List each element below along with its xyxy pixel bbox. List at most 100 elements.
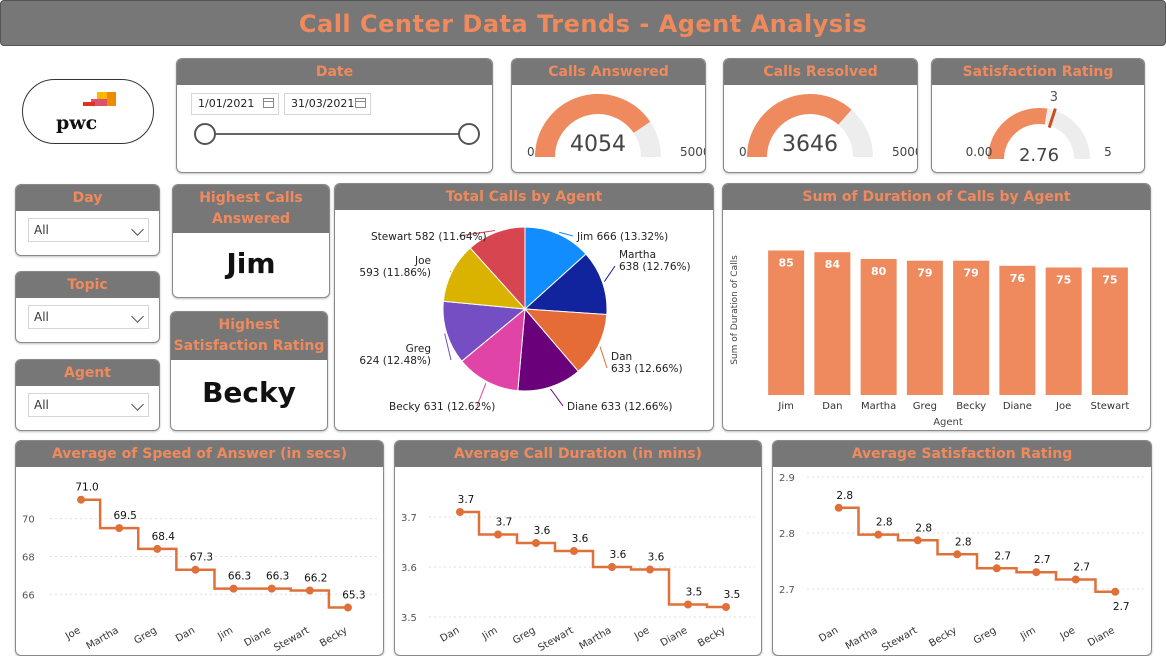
series-line — [81, 498, 348, 609]
agent-slicer: Agent All — [15, 359, 160, 431]
gauge-max-label: 5 — [1104, 145, 1112, 159]
gauge-min-label: 0 — [527, 145, 535, 159]
pie-chart-title: Total Calls by Agent — [335, 184, 713, 210]
title-bar: Call Center Data Trends - Agent Analysis — [0, 0, 1166, 46]
satisfaction-rating-chart: 2.7 2.8 2.9 2.8 Dan 2.8 Martha 2.8 Stewart 2.8 Bec… — [779, 473, 1145, 654]
data-label: 2.8 — [836, 490, 853, 502]
data-label: 67.3 — [190, 552, 213, 564]
pie-label: 593 (11.86%) — [359, 267, 431, 279]
end-date-input[interactable]: 31/03/2021 — [284, 93, 371, 115]
total-calls-by-agent-card: Total Calls by Agent Jim 666 (13.32%) Mar… — [334, 183, 714, 431]
x-tick-label: Diane — [1086, 625, 1117, 649]
pie-label: Becky 631 (12.62%) — [389, 401, 495, 413]
x-tick-label: Jim — [1018, 625, 1038, 643]
end-date-handle[interactable] — [458, 123, 480, 145]
bar-data-label: 85 — [778, 257, 793, 270]
pie-slice — [442, 247, 527, 310]
data-label: 2.7 — [994, 550, 1011, 562]
x-tick-label: Diane — [659, 625, 690, 649]
pwc-logo-mark — [83, 92, 116, 106]
pie-leader-line — [550, 388, 564, 407]
highest-calls-value: Jim — [226, 247, 276, 280]
pie-label: Joe — [414, 255, 431, 267]
start-date-handle[interactable] — [194, 123, 216, 145]
topic-dropdown[interactable]: All — [28, 305, 149, 329]
y-tick-label: 2.9 — [779, 473, 795, 484]
bar — [999, 265, 1036, 395]
pie-slice — [517, 307, 579, 392]
data-point — [834, 503, 843, 512]
bar-data-label: 80 — [871, 265, 887, 278]
day-slicer: Day All — [15, 184, 160, 256]
x-tick-label: Joe — [1058, 625, 1078, 643]
y-tick-label: 3.7 — [401, 513, 417, 524]
pie-slice — [523, 253, 608, 316]
speed-of-answer-chart: 66 68 70 71.0 Joe 69.5 Martha 68.4 Greg 67.3 Dan 66… — [22, 482, 377, 654]
day-slicer-title: Day — [16, 185, 159, 211]
pie-leader-line — [449, 270, 452, 273]
x-tick-label: Greg — [511, 625, 537, 647]
gauge-fill — [988, 108, 1048, 160]
calendar-icon[interactable] — [263, 98, 274, 108]
bar-tick-label: Stewart — [1090, 401, 1129, 412]
pie-label: 638 (12.76%) — [619, 261, 691, 273]
chevron-down-icon[interactable] — [131, 223, 144, 236]
pie-label: Jim 666 (13.32%) — [576, 231, 668, 243]
gauge-target-label: 3 — [1050, 90, 1058, 105]
data-label: 3.7 — [458, 494, 475, 506]
chevron-down-icon[interactable] — [131, 398, 144, 411]
x-tick-label: Becky — [927, 625, 958, 649]
data-label: 2.7 — [1113, 601, 1130, 613]
speed-chart-title: Average of Speed of Answer (in secs) — [16, 441, 383, 467]
satisfaction-chart-title: Average Satisfaction Rating — [773, 441, 1151, 467]
x-tick-label: Jim — [215, 625, 235, 643]
bar-chart-title: Sum of Duration of Calls by Agent — [723, 184, 1150, 210]
data-point — [608, 563, 616, 571]
end-date-value: 31/03/2021 — [291, 97, 355, 110]
data-label: 66.3 — [228, 571, 251, 583]
bar-data-label: 75 — [1056, 274, 1071, 287]
agent-dropdown[interactable]: All — [28, 393, 149, 417]
topic-slicer: Topic All — [15, 271, 160, 343]
gauge-max-label: 5000 — [680, 145, 706, 159]
bar — [814, 252, 851, 395]
bar — [906, 260, 943, 395]
data-point — [570, 547, 578, 555]
chevron-down-icon[interactable] — [131, 310, 144, 323]
pie-label: 633 (12.66%) — [611, 363, 683, 375]
day-dropdown[interactable]: All — [28, 218, 149, 242]
start-date-input[interactable]: 1/01/2021 — [191, 93, 279, 115]
bar-chart: Sum of Duration of Calls Agent 85 Jim 84 Dan 8… — [730, 250, 1129, 428]
calls-answered-gauge: 4054 0 5000 — [527, 94, 706, 159]
y-tick-label: 70 — [22, 515, 35, 526]
y-tick-label: 2.7 — [779, 585, 795, 596]
x-tick-label: Jim — [480, 625, 500, 643]
pie-slice — [469, 226, 526, 311]
gauge-value: 3646 — [782, 132, 838, 157]
highest-satisfaction-value: Becky — [202, 376, 296, 409]
calendar-icon[interactable] — [355, 98, 366, 108]
data-label: 2.8 — [915, 522, 932, 534]
bar-data-label: 79 — [963, 267, 978, 280]
data-label: 71.0 — [75, 482, 98, 494]
bar-data-label: 79 — [917, 267, 932, 280]
data-point — [115, 524, 124, 533]
gauge-target-marker — [1047, 108, 1057, 129]
bar-tick-label: Joe — [1055, 401, 1071, 412]
highest-calls-title: Highest Calls Answered — [173, 185, 329, 233]
data-point — [191, 565, 200, 574]
topic-dropdown-value: All — [34, 310, 49, 324]
y-tick-label: 68 — [22, 552, 35, 563]
start-date-value: 1/01/2021 — [198, 97, 255, 110]
calls-answered-card: Calls Answered 4054 0 5000 — [511, 58, 706, 173]
highest-calls-title-line2: Answered — [212, 211, 290, 227]
calls-resolved-title: Calls Resolved — [724, 59, 917, 85]
data-label: 3.6 — [534, 525, 551, 537]
bar-x-axis-label: Agent — [933, 417, 963, 428]
pie-slice — [524, 226, 587, 311]
pie-label: Diane 633 (12.66%) — [567, 401, 673, 413]
bar-data-label: 84 — [825, 258, 841, 271]
data-point — [456, 508, 464, 516]
highest-satisfaction-title-line2: Satisfaction Rating — [173, 338, 325, 354]
data-point — [77, 495, 86, 504]
